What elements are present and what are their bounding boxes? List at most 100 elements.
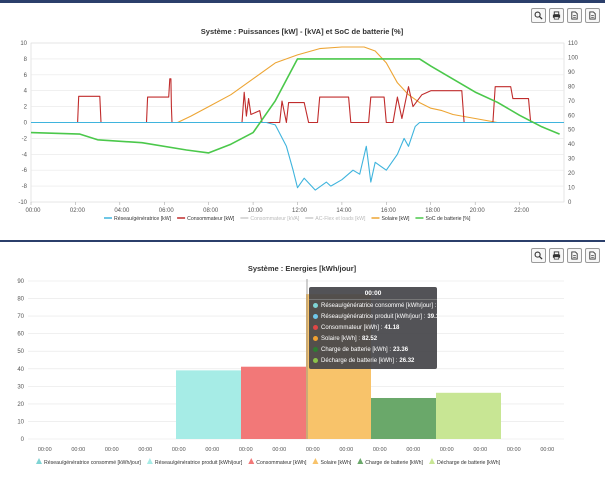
y-tick-label: 50	[17, 349, 24, 355]
series-line-1	[31, 78, 564, 124]
tooltip-value: 26.32	[399, 357, 415, 364]
tooltip-row: Consommateur [kWh] :41.18	[309, 322, 437, 333]
x-tick-label: 00:00	[473, 447, 487, 453]
tooltip-dot-icon	[313, 347, 318, 352]
y-tick-label: 20	[17, 402, 24, 408]
y-right-tick-label: 110	[568, 41, 578, 47]
tooltip-value: 82.52	[362, 335, 378, 342]
export-csv-icon[interactable]	[567, 248, 582, 263]
legend-item-5[interactable]: SoC de batterie [%]	[425, 216, 471, 222]
legend-marker	[428, 458, 435, 464]
tooltip-dot-icon	[313, 358, 318, 363]
y-right-tick-label: 0	[568, 200, 572, 206]
tooltip-label: Réseau/génératrice consommé [kWh/jour] :	[321, 302, 437, 309]
legend-item-3[interactable]: AC-Flex et loads [kW]	[315, 216, 366, 222]
legend-item-1[interactable]: Réseau/génératrice produit [kWh/jour]	[155, 460, 243, 466]
legend-item-0[interactable]: Réseau/génératrice consommé [kWh/jour]	[44, 460, 141, 466]
tooltip-value: 41.18	[384, 324, 400, 331]
y-left-tick-label: 0	[24, 121, 28, 127]
print-icon[interactable]	[549, 248, 564, 263]
legend-item-4[interactable]: Charge de batterie [kWh]	[365, 460, 423, 466]
tooltip-dot-icon	[313, 314, 318, 319]
legend-item-5[interactable]: Décharge de batterie [kWh]	[437, 460, 501, 466]
x-tick-label: 22:00	[514, 208, 530, 214]
legend-marker	[146, 458, 153, 464]
y-left-tick-label: 4	[24, 89, 28, 95]
x-tick-label: 00:00	[339, 447, 353, 453]
export-pdf-icon[interactable]	[585, 8, 600, 23]
print-icon[interactable]	[549, 8, 564, 23]
chart1-title: Système : Puissances [kW] - [kVA] et SoC…	[201, 27, 404, 36]
zoom-icon[interactable]	[531, 248, 546, 263]
legend-marker	[312, 458, 319, 464]
x-tick-label: 20:00	[470, 208, 486, 214]
bar-1[interactable]	[176, 370, 241, 439]
y-right-tick-label: 20	[568, 171, 575, 177]
x-tick-label: 04:00	[114, 208, 130, 214]
x-tick-label: 10:00	[248, 208, 264, 214]
tooltip-label: Réseau/génératrice produit [kWh/jour] :	[321, 313, 426, 320]
y-right-tick-label: 30	[568, 157, 575, 163]
legend-item-1[interactable]: Consommateur [kW]	[187, 216, 235, 222]
tooltip-title: 00:00	[309, 287, 437, 300]
tooltip-value: 23.36	[393, 346, 409, 353]
y-left-tick-label: -6	[22, 168, 28, 174]
legend-item-0[interactable]: Réseau/génératrice [kW]	[114, 216, 172, 222]
tooltip-value: 39.1	[427, 313, 440, 320]
chart2-toolbar	[531, 248, 600, 263]
y-tick-label: 40	[17, 367, 24, 373]
bar-4[interactable]	[371, 397, 436, 439]
x-tick-label: 06:00	[159, 208, 175, 214]
bar-2[interactable]	[241, 366, 306, 439]
series-line-0	[31, 121, 564, 191]
y-left-tick-label: 6	[24, 73, 28, 79]
y-tick-label: 90	[17, 279, 24, 285]
tooltip-dot-icon	[313, 336, 318, 341]
y-left-tick-label: 10	[20, 41, 27, 47]
bar-5[interactable]	[436, 392, 501, 439]
x-tick-label: 16:00	[381, 208, 397, 214]
tooltip-label: Solaire [kWh] :	[321, 335, 361, 342]
x-tick-label: 00:00	[239, 447, 253, 453]
legend-item-3[interactable]: Solaire [kWh]	[320, 460, 351, 466]
y-left-tick-label: -8	[22, 184, 28, 190]
tooltip-value: 0.09	[438, 302, 451, 309]
y-tick-label: 60	[17, 332, 24, 338]
y-left-tick-label: -10	[18, 200, 27, 206]
tooltip-row: Décharge de batterie [kWh] :26.32	[309, 355, 437, 366]
tooltip-label: Charge de batterie [kWh] :	[321, 346, 392, 353]
y-left-tick-label: -2	[22, 136, 28, 142]
y-right-tick-label: 90	[568, 70, 575, 76]
y-right-tick-label: 100	[568, 55, 579, 61]
x-tick-label: 00:00	[38, 447, 52, 453]
x-tick-label: 00:00	[440, 447, 454, 453]
zoom-icon[interactable]	[531, 8, 546, 23]
tooltip-label: Décharge de batterie [kWh] :	[321, 357, 398, 364]
y-right-tick-label: 40	[568, 142, 575, 148]
y-right-tick-label: 10	[568, 186, 575, 192]
x-tick-label: 00:00	[138, 447, 152, 453]
x-tick-label: 00:00	[105, 447, 119, 453]
legend-marker	[357, 458, 364, 464]
tooltip-row: Charge de batterie [kWh] :23.36	[309, 344, 437, 355]
legend-marker	[248, 458, 255, 464]
x-tick-label: 00:00	[406, 447, 420, 453]
chart2-title: Système : Energies [kWh/jour]	[248, 264, 357, 273]
series-line-4	[31, 46, 564, 124]
y-tick-label: 0	[21, 437, 25, 443]
legend-item-2[interactable]: Consommateur [kVA]	[250, 216, 299, 222]
x-tick-label: 00:00	[507, 447, 521, 453]
y-right-tick-label: 70	[568, 99, 575, 105]
x-tick-label: 00:00	[306, 447, 320, 453]
y-tick-label: 70	[17, 314, 24, 320]
x-tick-label: 00:00	[205, 447, 219, 453]
tooltip-label: Consommateur [kWh] :	[321, 324, 383, 331]
export-csv-icon[interactable]	[567, 8, 582, 23]
tooltip-row: Réseau/génératrice produit [kWh/jour] :3…	[309, 311, 440, 322]
x-tick-label: 08:00	[203, 208, 219, 214]
y-tick-label: 30	[17, 384, 24, 390]
export-pdf-icon[interactable]	[585, 248, 600, 263]
power-line-chart: Système : Puissances [kW] - [kVA] et SoC…	[18, 27, 579, 222]
legend-item-2[interactable]: Consommateur [kWh]	[256, 460, 307, 466]
legend-item-4[interactable]: Solaire [kW]	[381, 216, 410, 222]
